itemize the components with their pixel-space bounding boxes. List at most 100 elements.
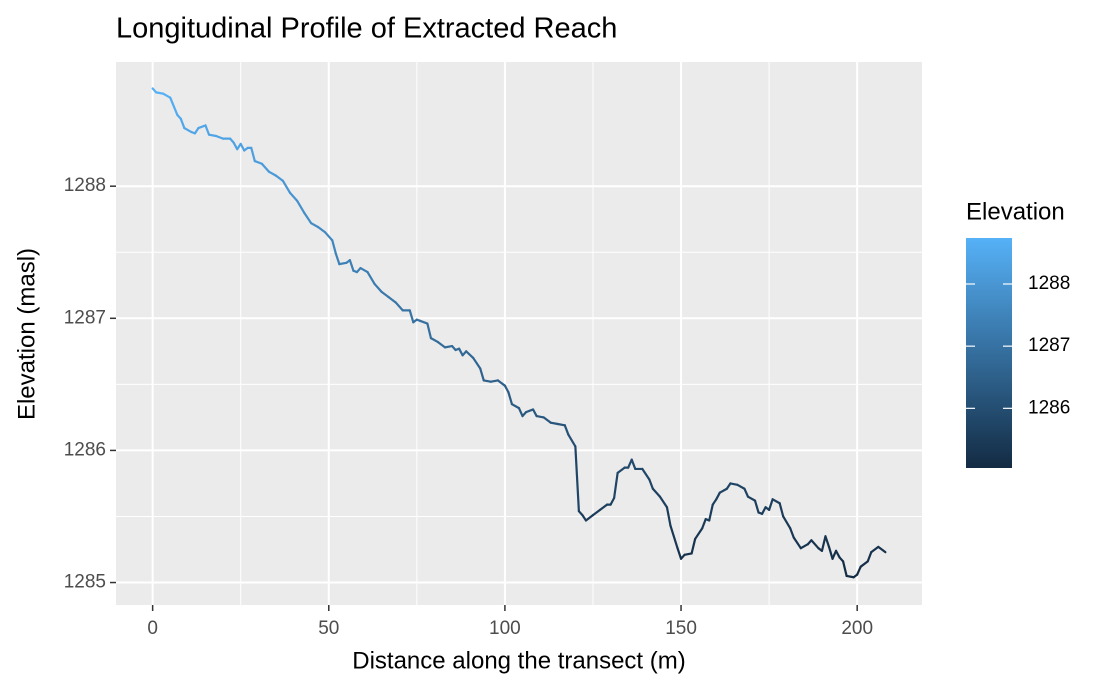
line-segment xyxy=(465,350,475,360)
line-segment xyxy=(489,379,499,383)
line-segment xyxy=(549,421,559,426)
chart-title: Longitudinal Profile of Extracted Reach xyxy=(116,13,617,45)
line-segment xyxy=(366,270,376,286)
line-segment xyxy=(507,391,514,406)
line-segment xyxy=(753,499,760,514)
x-tick-label: 100 xyxy=(489,618,521,639)
line-segment xyxy=(641,467,651,481)
line-segment xyxy=(503,384,510,394)
line-segment xyxy=(810,539,820,550)
line-segment xyxy=(380,290,390,299)
line-segment xyxy=(524,408,535,414)
line-segment xyxy=(458,347,464,357)
line-segment xyxy=(598,503,609,511)
line-segment xyxy=(510,403,521,410)
line-segment xyxy=(718,487,728,494)
line-segment xyxy=(482,379,492,383)
line-segment xyxy=(845,574,855,579)
x-axis-title: Distance along the transect (m) xyxy=(352,647,685,674)
line-segment xyxy=(419,319,429,325)
line-segment xyxy=(426,322,433,340)
line-segment xyxy=(736,483,746,490)
line-segment xyxy=(616,466,626,474)
line-segment xyxy=(834,549,841,559)
line-segment xyxy=(169,96,179,116)
line-segment xyxy=(669,524,679,550)
legend-label: 1286 xyxy=(1028,397,1070,418)
line-segment xyxy=(260,162,270,173)
line-segment xyxy=(729,482,739,486)
line-segment xyxy=(207,133,218,138)
line-segment xyxy=(267,170,278,177)
line-segment xyxy=(701,518,707,530)
line-segment xyxy=(334,252,341,266)
line-segment xyxy=(792,536,802,550)
line-segment xyxy=(877,545,887,554)
line-segment xyxy=(648,478,654,490)
line-segment xyxy=(824,535,831,548)
line-segment xyxy=(155,91,165,95)
legend-title: Elevation xyxy=(966,198,1065,225)
line-segment xyxy=(394,301,404,312)
line-segment xyxy=(778,502,785,518)
line-segment xyxy=(665,506,672,527)
line-segment xyxy=(214,134,225,140)
line-segment xyxy=(567,433,577,448)
line-segment xyxy=(179,117,186,130)
line-segment xyxy=(531,408,538,418)
line-segment xyxy=(197,124,207,130)
line-segment xyxy=(281,179,292,194)
line-segment xyxy=(436,340,447,349)
line-segment xyxy=(870,545,880,554)
colorbar xyxy=(966,238,1012,468)
line-segment xyxy=(250,146,256,163)
line-segment xyxy=(556,422,566,427)
x-tick-label: 0 xyxy=(147,618,158,639)
line-segment xyxy=(708,503,714,522)
line-segment xyxy=(651,487,662,498)
line-segment xyxy=(584,514,595,522)
line-segment xyxy=(317,226,327,234)
line-segment xyxy=(303,211,313,225)
line-segment xyxy=(743,487,750,498)
line-segment xyxy=(690,537,697,555)
line-segment xyxy=(574,445,580,513)
line-segment xyxy=(866,551,873,563)
line-segment xyxy=(295,199,306,214)
line-segment xyxy=(274,174,285,183)
line-segment xyxy=(841,560,848,578)
line-segment xyxy=(288,191,299,202)
line-segment xyxy=(310,222,320,229)
line-segment xyxy=(496,379,507,387)
line-segment xyxy=(443,344,454,349)
y-tick-label: 1288 xyxy=(64,175,106,196)
panel xyxy=(116,62,922,605)
line-segment xyxy=(771,498,781,505)
x-tick-label: 50 xyxy=(318,618,339,639)
y-tick-label: 1286 xyxy=(64,439,106,460)
y-tick-label: 1287 xyxy=(64,307,106,328)
line-segment xyxy=(535,414,545,419)
line-segment xyxy=(859,560,869,568)
line-segment xyxy=(782,515,792,530)
line-segment xyxy=(517,407,524,418)
line-segment xyxy=(359,267,369,274)
line-segment xyxy=(162,92,172,99)
line-segment xyxy=(338,261,348,266)
line-segment xyxy=(676,547,683,560)
line-segment xyxy=(373,282,383,293)
x-tick-label: 150 xyxy=(665,618,697,639)
line-segment xyxy=(746,495,757,502)
line-segment xyxy=(408,309,415,324)
line-segment xyxy=(856,565,862,576)
line-segment xyxy=(183,126,193,134)
line-segment xyxy=(820,535,827,552)
line-segment xyxy=(789,527,795,539)
x-tick-label: 200 xyxy=(841,618,873,639)
line-segment xyxy=(591,508,602,517)
legend-label: 1288 xyxy=(1028,273,1070,294)
y-tick-label: 1285 xyxy=(64,572,106,593)
line-segment xyxy=(253,159,263,165)
line-segment xyxy=(324,231,334,242)
line-segment xyxy=(630,458,637,471)
